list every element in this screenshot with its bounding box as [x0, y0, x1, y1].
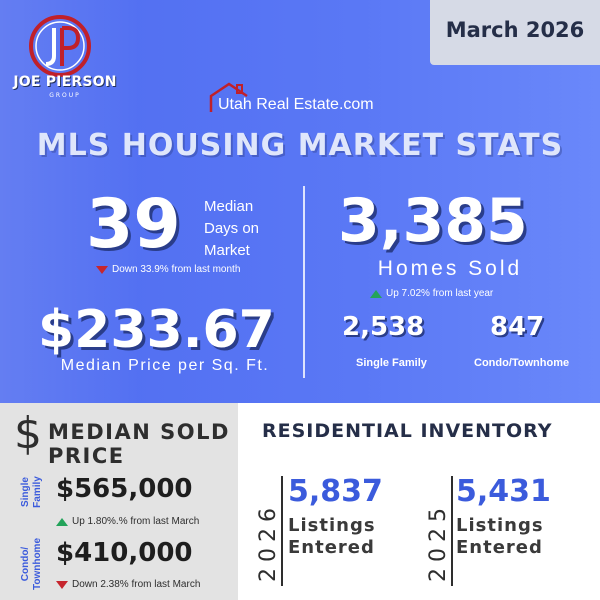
- inventory-value: 5,837: [288, 474, 383, 509]
- median-sold-price-title: MEDIAN SOLD PRICE: [48, 420, 230, 468]
- vertical-divider: [303, 186, 305, 378]
- msp-title-line: PRICE: [48, 444, 125, 468]
- inventory-label-line: Listings: [288, 515, 376, 536]
- days-on-market-label: Median Days on Market: [204, 196, 259, 262]
- inventory-year: 2025: [426, 502, 451, 582]
- median-sold-price-panel: [0, 403, 238, 600]
- category-line: Townhome: [32, 537, 43, 591]
- up-arrow-icon: [370, 289, 382, 298]
- dom-label-line: Days on: [204, 220, 260, 237]
- condo-median-price: $410,000: [56, 538, 193, 568]
- date-tab: March 2026: [430, 0, 600, 65]
- homes-sold-label: Homes Sold: [377, 257, 523, 280]
- headline: MLS HOUSING MARKET STATS: [36, 128, 564, 163]
- year-divider: [281, 476, 283, 586]
- inventory-label-line: Entered: [456, 537, 543, 558]
- dom-label-line: Market: [204, 242, 250, 259]
- dom-change-text: Down 33.9% from last month: [112, 264, 241, 275]
- homes-sold-change-text: Up 7.02% from last year: [386, 288, 494, 299]
- price-per-sqft-value: $233.67: [38, 300, 275, 360]
- category-line: Condo/: [20, 546, 31, 582]
- msp-title-line: MEDIAN SOLD: [48, 420, 230, 444]
- inventory-year: 2026: [256, 502, 281, 582]
- condo-category-label: Condo/ Townhome: [20, 532, 48, 596]
- dollar-icon: $: [14, 408, 42, 459]
- condo-sold-label: Condo/Townhome: [474, 357, 570, 369]
- category-line: Single: [20, 477, 31, 508]
- down-arrow-icon: [56, 580, 68, 589]
- condo-sold-value: 847: [490, 312, 545, 342]
- single-family-price-change: Up 1.80%.% from last March: [56, 516, 199, 527]
- condo-change-text: Down 2.38% from last March: [72, 579, 201, 590]
- days-on-market-value: 39: [86, 185, 181, 264]
- inventory-label: Listings Entered: [456, 515, 544, 559]
- single-family-sold-label: Single Family: [356, 357, 427, 369]
- single-family-category-label: Single Family: [20, 464, 48, 520]
- inventory-label-line: Entered: [288, 537, 375, 558]
- jp-logo-icon: [29, 15, 91, 77]
- residential-inventory-title: RESIDENTIAL INVENTORY: [262, 420, 553, 442]
- single-family-median-price: $565,000: [56, 474, 193, 504]
- report-date: March 2026: [445, 18, 585, 42]
- down-arrow-icon: [96, 265, 108, 274]
- inventory-label-line: Listings: [456, 515, 544, 536]
- inventory-value: 5,431: [456, 474, 551, 509]
- brand-group: GROUP: [49, 92, 81, 99]
- inventory-label: Listings Entered: [288, 515, 376, 559]
- up-arrow-icon: [56, 517, 68, 526]
- condo-price-change: Down 2.38% from last March: [56, 579, 200, 590]
- price-per-sqft-label: Median Price per Sq. Ft.: [60, 357, 270, 374]
- sf-change-text: Up 1.80%.% from last March: [72, 516, 200, 527]
- homes-sold-value: 3,385: [338, 186, 528, 256]
- days-on-market-change: Down 33.9% from last month: [96, 264, 240, 275]
- brand-name: JOE PIERSON: [13, 74, 117, 90]
- top-stats-panel: [0, 0, 600, 403]
- category-line: Family: [32, 476, 43, 508]
- homes-sold-change: Up 7.02% from last year: [370, 288, 493, 299]
- source-label: Utah Real Estate.com: [218, 96, 374, 113]
- single-family-sold-value: 2,538: [342, 312, 425, 342]
- year-divider: [451, 476, 453, 586]
- dom-label-line: Median: [204, 198, 254, 215]
- house-roof-icon: [209, 82, 248, 112]
